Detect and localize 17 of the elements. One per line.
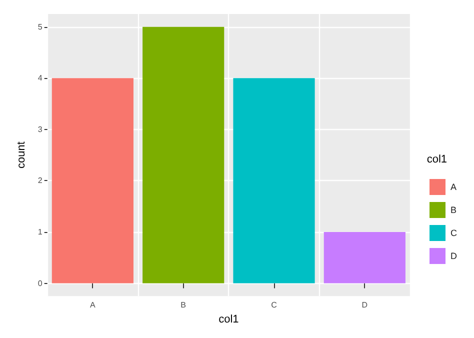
y-tick-label: 0 [38, 278, 43, 288]
x-tick-label: D [362, 300, 368, 310]
y-tick-label: 4 [38, 74, 43, 83]
legend-label: C [450, 228, 458, 238]
legend-label: A [450, 182, 457, 192]
y-tick-label: 2 [38, 176, 43, 186]
y-tick-label: 1 [38, 227, 43, 236]
legend-title: col1 [426, 154, 448, 166]
legend-label: D [450, 251, 458, 261]
x-tick-label: A [90, 300, 96, 310]
y-axis-title: count [16, 142, 28, 169]
legend-label: B [450, 205, 457, 215]
x-axis-title: col1 [218, 314, 239, 326]
y-tick-label: 5 [38, 22, 43, 32]
y-tick-label: 3 [38, 124, 43, 134]
x-tick-label: C [271, 300, 278, 310]
x-tick-label: B [180, 300, 186, 310]
